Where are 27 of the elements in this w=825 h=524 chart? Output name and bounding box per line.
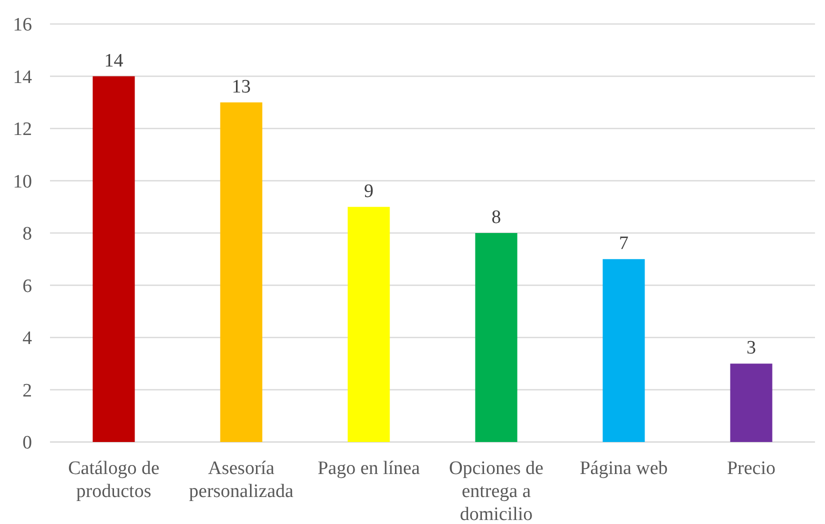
- x-tick-label: Catálogo de productos: [68, 458, 160, 502]
- data-label: 9: [364, 180, 374, 202]
- data-label: 3: [746, 338, 756, 359]
- x-tick-label: Precio: [726, 458, 776, 479]
- y-tick-label: 8: [22, 224, 32, 245]
- y-tick-label: 12: [13, 119, 32, 140]
- y-tick-label: 14: [13, 66, 32, 88]
- x-tick-label: Pago en línea: [318, 458, 420, 479]
- y-tick-label: 0: [22, 432, 32, 454]
- y-tick-label: 16: [13, 14, 32, 36]
- x-tick-label: Asesoría personalizada: [189, 458, 294, 502]
- y-tick-label: 10: [13, 171, 32, 192]
- x-tick-label: Opciones de entrega a domicilio: [449, 458, 544, 524]
- y-tick-label: 4: [22, 328, 32, 350]
- bar: [92, 76, 135, 442]
- bar: [475, 233, 518, 442]
- bar: [602, 259, 645, 442]
- bar: [730, 364, 772, 442]
- data-label: 8: [492, 207, 501, 228]
- bar: [220, 102, 262, 442]
- data-label: 14: [104, 50, 124, 72]
- data-label: 7: [619, 233, 628, 254]
- bar: [348, 206, 390, 442]
- x-tick-label: Página web: [580, 458, 668, 479]
- y-tick-label: 6: [22, 276, 32, 297]
- y-tick-label: 2: [22, 380, 32, 402]
- data-label: 13: [232, 76, 251, 98]
